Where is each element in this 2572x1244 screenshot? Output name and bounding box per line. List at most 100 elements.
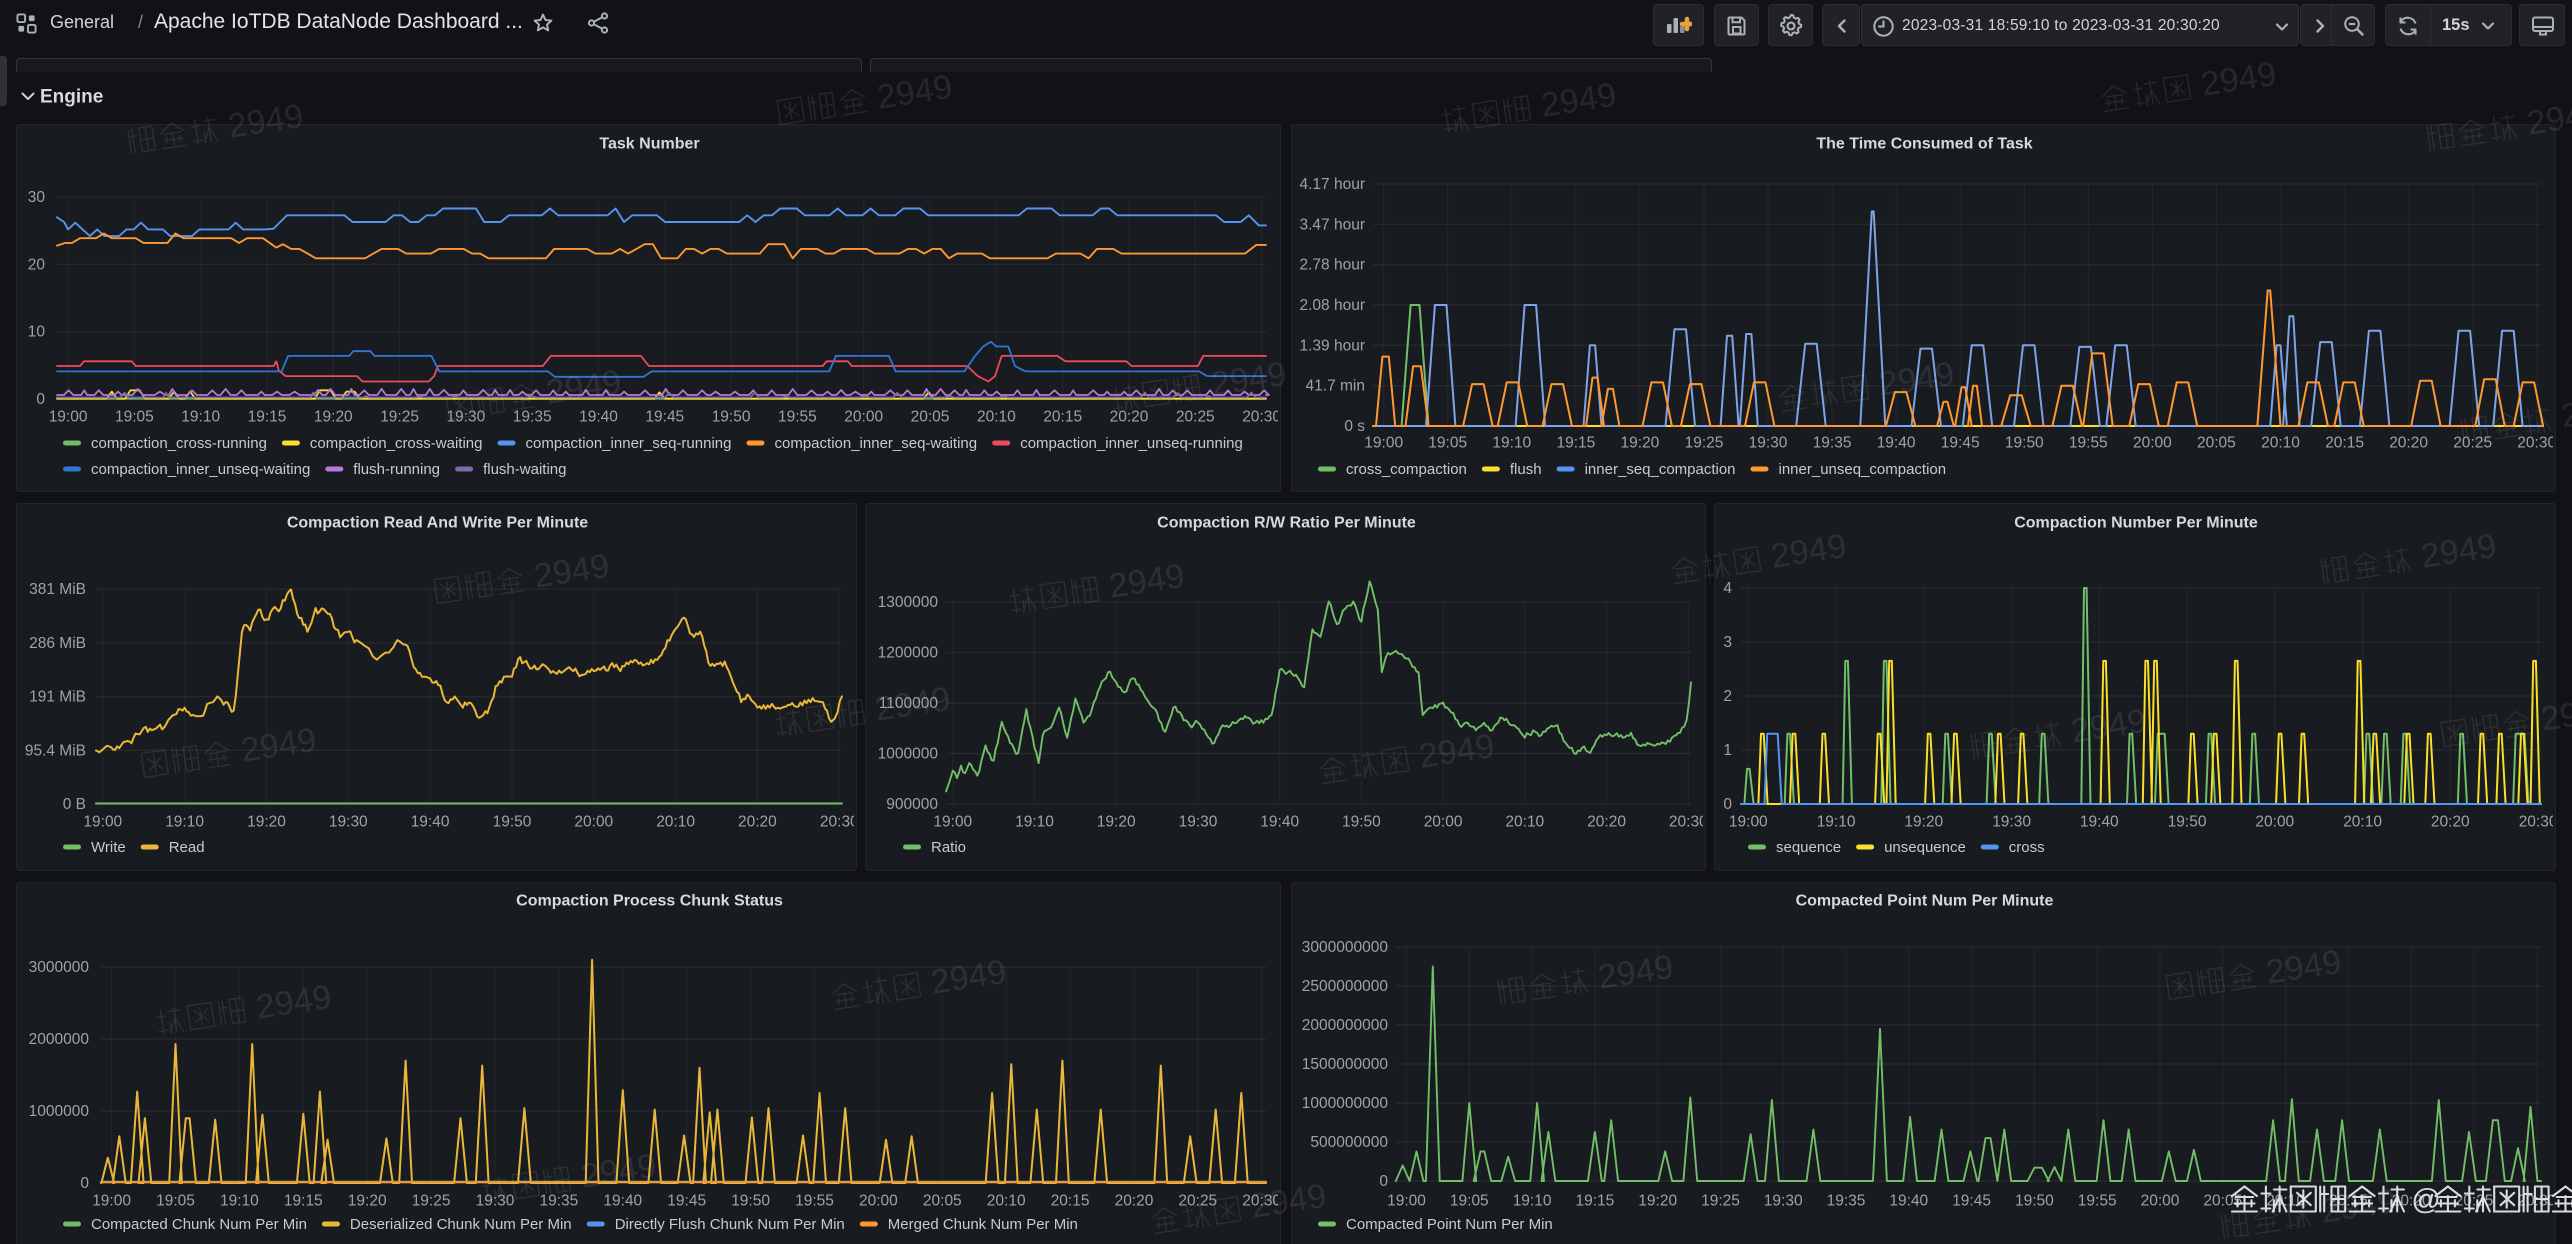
svg-text:20:20: 20:20 (1115, 1193, 1154, 1210)
svg-text:19:35: 19:35 (1827, 1193, 1866, 1210)
svg-text:compaction_cross-waiting: compaction_cross-waiting (310, 435, 483, 452)
svg-text:Compaction Number Per Minute: Compaction Number Per Minute (2014, 515, 2258, 532)
svg-text:20:25: 20:25 (1176, 409, 1215, 426)
svg-text:19:30: 19:30 (1764, 1193, 1803, 1210)
svg-text:19:00: 19:00 (83, 814, 122, 831)
svg-text:19:20: 19:20 (1621, 435, 1660, 452)
svg-text:20:20: 20:20 (2431, 814, 2470, 831)
svg-text:20:10: 20:10 (2266, 1193, 2305, 1210)
svg-text:19:40: 19:40 (1877, 435, 1916, 452)
svg-text:19:00: 19:00 (92, 1193, 131, 1210)
svg-text:19:40: 19:40 (2080, 814, 2119, 831)
svg-text:19:05: 19:05 (115, 409, 154, 426)
svg-text:19:05: 19:05 (1428, 435, 1467, 452)
svg-text:1000000: 1000000 (878, 746, 939, 763)
svg-text:20:05: 20:05 (911, 409, 950, 426)
svg-text:19:30: 19:30 (1992, 814, 2031, 831)
svg-text:19:55: 19:55 (2069, 435, 2108, 452)
svg-text:20:15: 20:15 (2325, 435, 2364, 452)
svg-text:sequence: sequence (1776, 839, 1841, 856)
svg-text:20:05: 20:05 (2203, 1193, 2242, 1210)
svg-text:19:50: 19:50 (2168, 814, 2207, 831)
svg-text:Directly Flush Chunk Num Per M: Directly Flush Chunk Num Per Min (615, 1216, 845, 1233)
svg-text:2.78 hour: 2.78 hour (1300, 257, 1366, 274)
svg-text:19:05: 19:05 (1450, 1193, 1489, 1210)
svg-text:1300000: 1300000 (878, 594, 939, 611)
svg-text:0 B: 0 B (63, 796, 86, 813)
svg-text:20:00: 20:00 (1424, 814, 1463, 831)
svg-text:19:00: 19:00 (1387, 1193, 1426, 1210)
svg-text:19:25: 19:25 (1701, 1193, 1740, 1210)
svg-text:20:00: 20:00 (2141, 1193, 2180, 1210)
svg-text:19:30: 19:30 (329, 814, 368, 831)
svg-text:20:10: 20:10 (987, 1193, 1026, 1210)
svg-text:unsequence: unsequence (1884, 839, 1966, 856)
svg-text:compaction_cross-running: compaction_cross-running (91, 435, 267, 452)
svg-text:19:45: 19:45 (1952, 1193, 1991, 1210)
svg-text:95.4 MiB: 95.4 MiB (25, 742, 86, 759)
svg-text:19:10: 19:10 (1492, 435, 1531, 452)
svg-text:19:10: 19:10 (165, 814, 204, 831)
svg-text:19:20: 19:20 (348, 1193, 387, 1210)
svg-text:20:00: 20:00 (2133, 435, 2172, 452)
svg-text:19:30: 19:30 (1749, 435, 1788, 452)
svg-text:19:10: 19:10 (1817, 814, 1856, 831)
svg-text:20:15: 20:15 (1051, 1193, 1090, 1210)
svg-text:19:15: 19:15 (248, 409, 287, 426)
svg-text:19:35: 19:35 (1813, 435, 1852, 452)
svg-text:1000000: 1000000 (29, 1103, 90, 1120)
svg-text:Merged Chunk Num Per Min: Merged Chunk Num Per Min (888, 1216, 1078, 1233)
svg-text:381 MiB: 381 MiB (29, 581, 86, 598)
svg-text:19:20: 19:20 (1097, 814, 1136, 831)
svg-text:Task Number: Task Number (599, 136, 699, 153)
svg-text:19:55: 19:55 (778, 409, 817, 426)
svg-text:2949: 2949 (2198, 55, 2278, 104)
svg-text:Engine: Engine (40, 87, 103, 108)
svg-text:20: 20 (28, 256, 46, 273)
svg-text:20:30: 20:30 (1669, 814, 1707, 831)
svg-text:inner_unseq_compaction: inner_unseq_compaction (1779, 461, 1947, 478)
svg-text:19:50: 19:50 (712, 409, 751, 426)
svg-text:1: 1 (1723, 742, 1732, 759)
svg-text:20:25: 20:25 (2453, 435, 2492, 452)
svg-text:2000000: 2000000 (29, 1031, 90, 1048)
svg-text:20:10: 20:10 (977, 409, 1016, 426)
svg-text:Compaction Read And Write Per: Compaction Read And Write Per Minute (287, 515, 588, 532)
svg-text:19:05: 19:05 (156, 1193, 195, 1210)
svg-text:compaction_inner_unseq-running: compaction_inner_unseq-running (1020, 435, 1243, 452)
svg-text:2000000000: 2000000000 (1302, 1017, 1389, 1034)
svg-text:0 s: 0 s (1344, 418, 1365, 435)
svg-text:0: 0 (36, 391, 45, 408)
svg-text:2.08 hour: 2.08 hour (1300, 297, 1366, 314)
svg-text:1100000: 1100000 (879, 695, 939, 712)
svg-text:compaction_inner_seq-waiting: compaction_inner_seq-waiting (775, 435, 978, 452)
svg-text:cross_compaction: cross_compaction (1346, 461, 1467, 478)
svg-text:19:45: 19:45 (667, 1193, 706, 1210)
svg-text:19:25: 19:25 (380, 409, 419, 426)
svg-text:500000000: 500000000 (1310, 1134, 1388, 1151)
svg-text:20:30: 20:30 (2517, 1193, 2556, 1210)
svg-text:flush-running: flush-running (353, 461, 440, 478)
svg-text:19:00: 19:00 (1364, 435, 1403, 452)
svg-text:20:20: 20:20 (1587, 814, 1626, 831)
svg-text:19:55: 19:55 (795, 1193, 834, 1210)
svg-text:20:30: 20:30 (2519, 814, 2557, 831)
svg-text:20:00: 20:00 (574, 814, 613, 831)
svg-text:20:10: 20:10 (656, 814, 695, 831)
svg-text:0: 0 (1723, 796, 1732, 813)
svg-text:19:50: 19:50 (731, 1193, 770, 1210)
svg-text:19:50: 19:50 (2015, 1193, 2054, 1210)
svg-text:20:30: 20:30 (2517, 435, 2556, 452)
svg-text:20:05: 20:05 (2197, 435, 2236, 452)
svg-text:20:20: 20:20 (2389, 435, 2428, 452)
svg-text:19:40: 19:40 (579, 409, 618, 426)
svg-text:20:20: 20:20 (2392, 1193, 2431, 1210)
svg-text:The Time Consumed of Task: The Time Consumed of Task (1816, 136, 2032, 153)
svg-text:19:50: 19:50 (2005, 435, 2044, 452)
svg-text:19:45: 19:45 (1941, 435, 1980, 452)
svg-text:19:20: 19:20 (1638, 1193, 1677, 1210)
svg-text:3000000000: 3000000000 (1302, 939, 1389, 956)
svg-text:Compacted Point Num Per Minute: Compacted Point Num Per Minute (1796, 893, 2054, 910)
svg-text:19:35: 19:35 (540, 1193, 579, 1210)
svg-text:19:10: 19:10 (1015, 814, 1054, 831)
